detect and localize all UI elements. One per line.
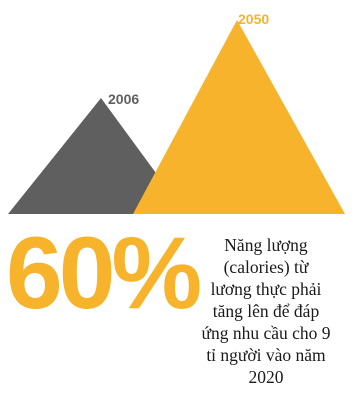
mountains-graphic [8, 20, 345, 214]
caption-line: tăng lên để đáp [212, 301, 320, 321]
caption-text: Năng lượng (calories) từ lương thực phải… [176, 234, 356, 388]
year-label-2006: 2006 [108, 91, 140, 107]
triangle-2006 [8, 98, 186, 214]
triangle-2050 [133, 20, 345, 214]
caption-line: (calories) từ [223, 257, 309, 277]
caption-line: tỉ người vào năm [206, 345, 326, 365]
caption-line: 2020 [248, 367, 284, 387]
headline-percent: 60% [6, 216, 202, 330]
caption-line: lương thực phải [210, 279, 322, 299]
caption-line: Năng lượng [224, 235, 308, 255]
caption-line: ứng nhu cầu cho 9 [201, 323, 331, 343]
year-label-2050: 2050 [238, 11, 270, 27]
